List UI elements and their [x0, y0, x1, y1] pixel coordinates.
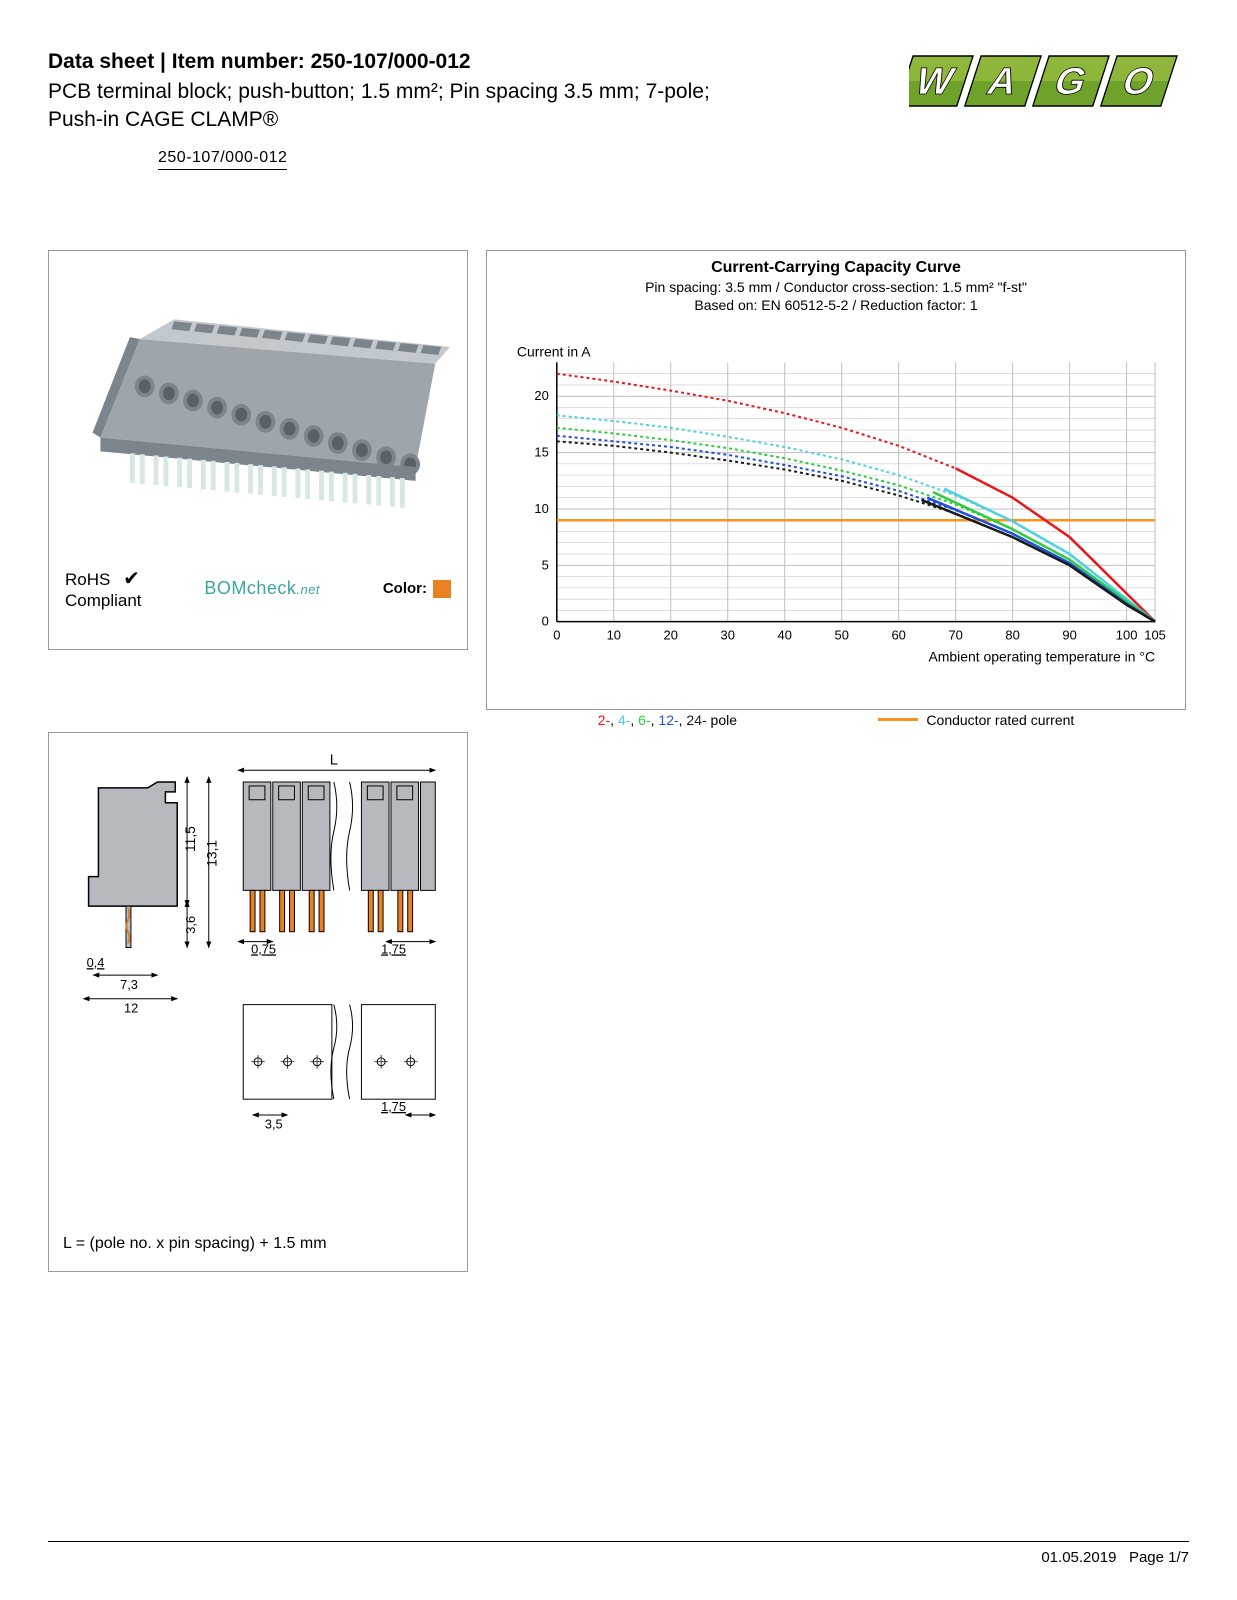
bomcheck-text: BOMcheck: [204, 578, 296, 598]
page-header: Data sheet | Item number: 250-107/000-01…: [48, 50, 1189, 135]
product-image-panel: RoHS ✔ Compliant BOMcheck.net Color:: [48, 250, 468, 650]
header-sep: |: [154, 50, 172, 73]
svg-text:3,5: 3,5: [265, 1116, 283, 1131]
svg-text:80: 80: [1005, 627, 1019, 642]
panels-row-1: RoHS ✔ Compliant BOMcheck.net Color: Cur…: [48, 250, 1189, 710]
svg-text:105: 105: [1144, 627, 1166, 642]
color-swatch: [433, 580, 451, 598]
svg-text:30: 30: [721, 627, 735, 642]
item-number-underlined: 250-107/000-012: [158, 149, 287, 170]
product-panel-footer: RoHS ✔ Compliant BOMcheck.net Color:: [61, 568, 455, 611]
chart-title: Current-Carrying Capacity Curve: [487, 259, 1185, 277]
datasheet-label: Data sheet: [48, 50, 154, 73]
svg-text:13,1: 13,1: [205, 840, 220, 867]
footer-date: 01.05.2019: [1041, 1549, 1116, 1566]
svg-text:20: 20: [534, 388, 548, 403]
svg-text:40: 40: [778, 627, 792, 642]
svg-text:3,6: 3,6: [183, 916, 198, 934]
chart-subtitle-2: Based on: EN 60512-5-2 / Reduction facto…: [487, 297, 1185, 313]
header-line1: Data sheet | Item number: 250-107/000-01…: [48, 50, 909, 74]
legend-rated: Conductor rated current: [878, 712, 1074, 728]
svg-text:70: 70: [948, 627, 962, 642]
page-footer: 01.05.2019 Page 1/7: [1041, 1549, 1189, 1566]
svg-text:20: 20: [664, 627, 678, 642]
header-text-block: Data sheet | Item number: 250-107/000-01…: [48, 50, 909, 135]
rated-label: Conductor rated current: [926, 712, 1074, 728]
item-number-value: 250-107/000-012: [311, 50, 471, 73]
svg-text:0: 0: [542, 613, 549, 628]
legend-poles: 2-, 4-, 6-, 12-, 24- pole: [598, 712, 737, 728]
item-number-label: Item number:: [172, 50, 311, 73]
footer-rule: [48, 1541, 1189, 1542]
chart-legend: 2-, 4-, 6-, 12-, 24- pole Conductor rate…: [487, 708, 1185, 738]
rohs-text-2: Compliant: [65, 591, 142, 610]
dimension-diagram: 11,5 13,1 3,6 0,4 7,3 12 L 0,75 1,75 3,5 1,75: [61, 745, 455, 1215]
length-formula: L = (pole no. x pin spacing) + 1.5 mm: [63, 1235, 327, 1253]
check-icon: ✔: [123, 568, 140, 590]
svg-text:7,3: 7,3: [120, 977, 138, 992]
chart-subtitle-1: Pin spacing: 3.5 mm / Conductor cross-se…: [487, 279, 1185, 295]
capacity-chart: Current in A 0 10 20 30 40 50 60 70 80 90 100 105 0 5 1…: [487, 313, 1185, 703]
capacity-chart-panel: Current-Carrying Capacity Curve Pin spac…: [486, 250, 1186, 710]
bomcheck-badge: BOMcheck.net: [204, 578, 320, 599]
svg-text:12: 12: [124, 1000, 138, 1015]
rated-line-icon: [878, 718, 918, 721]
svg-text:5: 5: [542, 557, 549, 572]
item-number-pill: 250-107/000-012: [48, 143, 1189, 170]
rohs-text-1: RoHS: [65, 570, 110, 589]
svg-text:60: 60: [891, 627, 905, 642]
svg-text:50: 50: [834, 627, 848, 642]
product-render: [61, 263, 455, 553]
svg-text:Current in A: Current in A: [517, 343, 591, 359]
svg-text:Ambient operating temperature: Ambient operating temperature in °C: [928, 648, 1155, 664]
svg-text:0,75: 0,75: [251, 941, 276, 956]
footer-page: Page 1/7: [1129, 1549, 1189, 1566]
svg-text:90: 90: [1062, 627, 1076, 642]
svg-text:11,5: 11,5: [183, 826, 198, 852]
svg-text:10: 10: [607, 627, 621, 642]
dimension-diagram-panel: 11,5 13,1 3,6 0,4 7,3 12 L 0,75 1,75 3,5 1,75 L = …: [48, 732, 468, 1272]
rohs-badge: RoHS ✔ Compliant: [65, 568, 142, 611]
color-indicator: Color:: [383, 580, 451, 598]
color-label-text: Color:: [383, 580, 427, 597]
wago-logo: W A G O: [909, 50, 1189, 112]
svg-text:0,4: 0,4: [87, 955, 105, 970]
svg-text:1,75: 1,75: [381, 941, 406, 956]
svg-text:1,75: 1,75: [381, 1099, 406, 1114]
svg-text:10: 10: [534, 501, 548, 516]
bomcheck-suffix: .net: [296, 582, 320, 597]
svg-text:0: 0: [553, 627, 560, 642]
svg-text:100: 100: [1116, 627, 1138, 642]
svg-text:15: 15: [534, 444, 548, 459]
header-description: PCB terminal block; push-button; 1.5 mm²…: [48, 78, 768, 135]
svg-text:L: L: [330, 752, 338, 768]
